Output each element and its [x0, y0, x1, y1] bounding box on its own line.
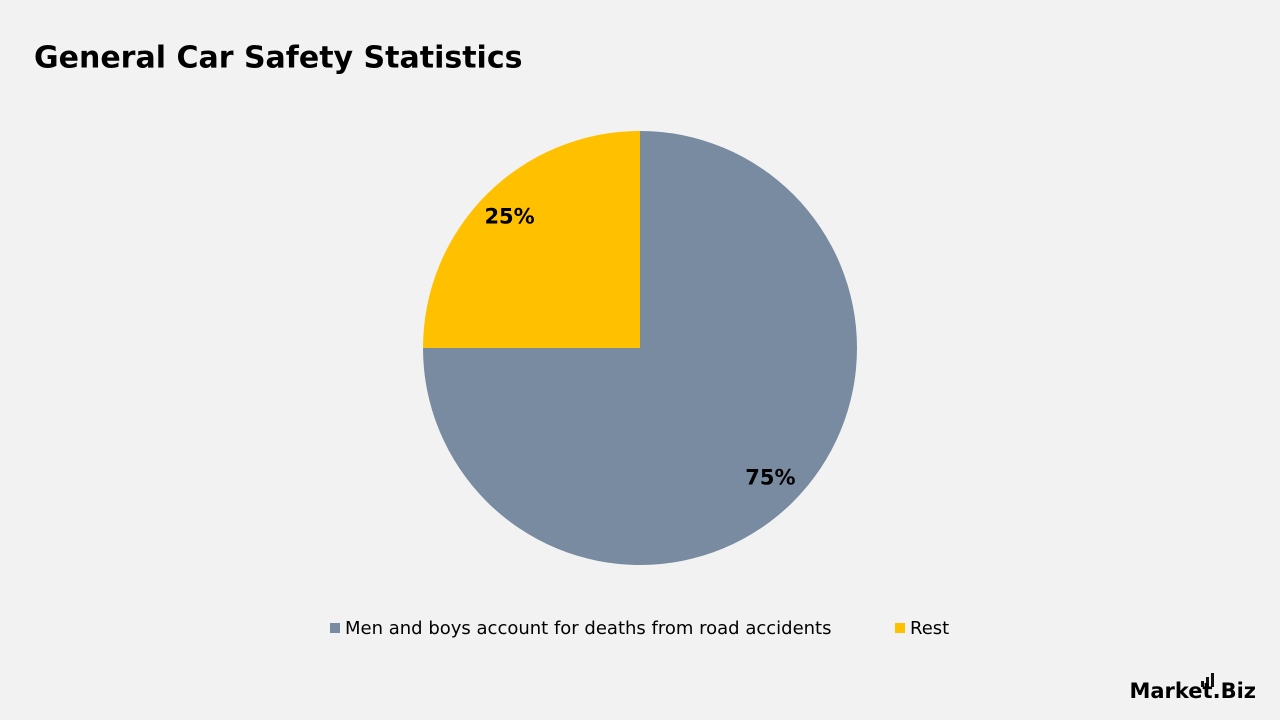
legend-label: Rest	[910, 618, 949, 639]
legend-label: Men and boys account for deaths from roa…	[345, 618, 831, 639]
data-label: 75%	[745, 465, 795, 489]
pie-slice	[423, 131, 640, 348]
chart-title: General Car Safety Statistics	[34, 41, 522, 76]
legend-swatch	[330, 623, 340, 633]
legend-swatch	[895, 623, 905, 633]
watermark: Market.Biz	[1129, 679, 1256, 703]
logo-bar	[1201, 681, 1204, 687]
logo: Market.Biz	[1129, 673, 1256, 703]
logo-bar	[1206, 677, 1209, 687]
logo-bar	[1211, 673, 1214, 687]
data-label: 25%	[484, 205, 534, 229]
